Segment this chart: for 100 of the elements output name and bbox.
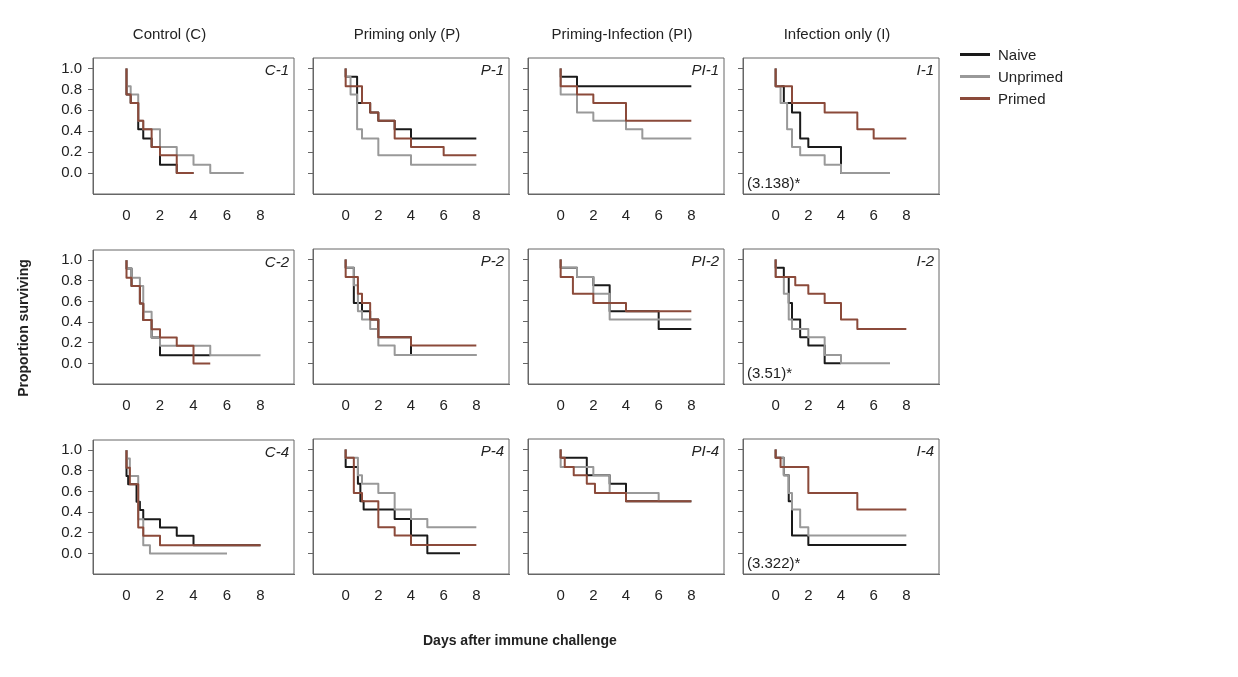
y-tick-label: 0.2	[61, 522, 82, 540]
x-tick-label: 8	[256, 586, 265, 604]
x-tick-label: 6	[222, 206, 232, 224]
y-tick-label: 1.0	[61, 58, 82, 76]
x-tick-label: 0	[771, 396, 780, 414]
x-tick-label: 4	[836, 586, 846, 604]
x-tick-label: 8	[256, 396, 265, 414]
annotation: P-4	[480, 441, 504, 459]
x-tick-label: 0	[122, 396, 131, 414]
y-tick-label: 0.6	[61, 481, 82, 499]
y-tick-label: 0.8	[61, 79, 82, 97]
y-tick-label: 1.0	[61, 250, 82, 268]
x-tick-label: 8	[472, 396, 481, 414]
chart-title: Priming only (P)	[353, 25, 461, 43]
annotation: PI-1	[691, 60, 719, 78]
x-tick-label: 8	[687, 586, 696, 604]
x-tick-label: 0	[771, 206, 780, 224]
x-tick-label: 6	[222, 396, 232, 414]
x-tick-label: 0	[556, 396, 565, 414]
x-tick-label: 8	[687, 206, 696, 224]
x-tick-label: 4	[836, 206, 846, 224]
x-tick-label: 2	[804, 586, 813, 604]
x-tick-label: 6	[869, 396, 878, 414]
y-tick-label: 0.6	[61, 100, 82, 118]
x-tick-label: 4	[406, 206, 416, 224]
annotation: (3.322)*	[747, 553, 801, 571]
annotation: C-2	[264, 252, 290, 270]
y-tick-label: 1.0	[61, 440, 82, 458]
x-tick-label: 8	[902, 396, 911, 414]
x-tick-label: 4	[189, 396, 198, 414]
y-tick-label: 0.0	[61, 163, 82, 181]
x-tick-label: 2	[589, 206, 598, 224]
x-tick-label: 0	[771, 586, 780, 604]
x-axis-title: Days after immune challenge	[423, 632, 617, 648]
x-tick-label: 8	[902, 206, 911, 224]
x-tick-label: 2	[155, 396, 165, 414]
x-tick-label: 2	[374, 586, 383, 604]
y-tick-label: 0.0	[61, 543, 82, 561]
annotation: I-2	[916, 251, 935, 269]
chart-title: Priming-Infection (PI)	[551, 25, 693, 43]
x-tick-label: 6	[654, 396, 663, 414]
x-tick-label: 0	[556, 586, 565, 604]
annotation: PI-4	[691, 441, 719, 459]
x-tick-label: 0	[341, 586, 350, 604]
legend-label: Naive	[998, 45, 1037, 63]
chart-title: Control (C)	[132, 25, 207, 43]
chart-title: Infection only (I)	[783, 25, 891, 43]
x-tick-label: 0	[341, 396, 350, 414]
x-tick-label: 6	[439, 586, 448, 604]
x-tick-label: 2	[374, 396, 383, 414]
x-tick-label: 6	[869, 586, 878, 604]
annotation: P-2	[480, 251, 505, 269]
y-tick-label: 0.4	[61, 121, 82, 139]
x-tick-label: 8	[687, 396, 696, 414]
x-tick-label: 0	[556, 206, 565, 224]
x-tick-label: 4	[406, 396, 416, 414]
x-tick-label: 4	[189, 206, 198, 224]
annotation: P-1	[480, 60, 504, 78]
x-tick-label: 2	[374, 206, 383, 224]
annotation: (3.138)*	[747, 173, 801, 191]
x-tick-label: 4	[621, 396, 631, 414]
x-tick-label: 6	[439, 396, 448, 414]
x-tick-label: 8	[902, 586, 911, 604]
y-tick-label: 0.2	[61, 332, 82, 350]
annotation: C-1	[264, 60, 289, 78]
x-tick-label: 8	[472, 206, 481, 224]
x-tick-label: 8	[256, 206, 265, 224]
annotation: PI-2	[691, 251, 720, 269]
y-tick-label: 0.8	[61, 461, 82, 479]
x-tick-label: 6	[439, 206, 448, 224]
y-axis-title: Proportion surviving	[14, 258, 31, 397]
x-tick-label: 2	[804, 206, 813, 224]
legend-label: Primed	[998, 89, 1046, 107]
x-tick-label: 0	[122, 206, 131, 224]
x-tick-label: 6	[654, 206, 663, 224]
y-tick-label: 0.4	[61, 312, 82, 330]
x-tick-label: 2	[155, 586, 165, 604]
x-tick-label: 6	[869, 206, 878, 224]
x-tick-label: 2	[589, 586, 598, 604]
x-tick-label: 2	[155, 206, 165, 224]
x-tick-label: 2	[589, 396, 598, 414]
y-tick-label: 0.6	[61, 291, 82, 309]
x-tick-label: 4	[189, 586, 198, 604]
x-tick-label: 2	[804, 396, 813, 414]
x-tick-label: 4	[621, 586, 631, 604]
x-tick-label: 6	[654, 586, 663, 604]
y-tick-label: 0.0	[61, 353, 82, 371]
y-tick-label: 0.4	[61, 502, 82, 520]
x-tick-label: 6	[222, 586, 232, 604]
x-tick-label: 8	[472, 586, 481, 604]
legend-label: Unprimed	[998, 67, 1064, 85]
y-tick-label: 0.2	[61, 142, 82, 160]
x-tick-label: 4	[406, 586, 416, 604]
x-tick-label: 4	[621, 206, 631, 224]
x-tick-label: 0	[122, 586, 131, 604]
x-tick-label: 4	[836, 396, 846, 414]
annotation: I-4	[916, 441, 934, 459]
x-tick-label: 0	[341, 206, 350, 224]
annotation: C-4	[264, 442, 289, 460]
y-tick-label: 0.8	[61, 271, 82, 289]
